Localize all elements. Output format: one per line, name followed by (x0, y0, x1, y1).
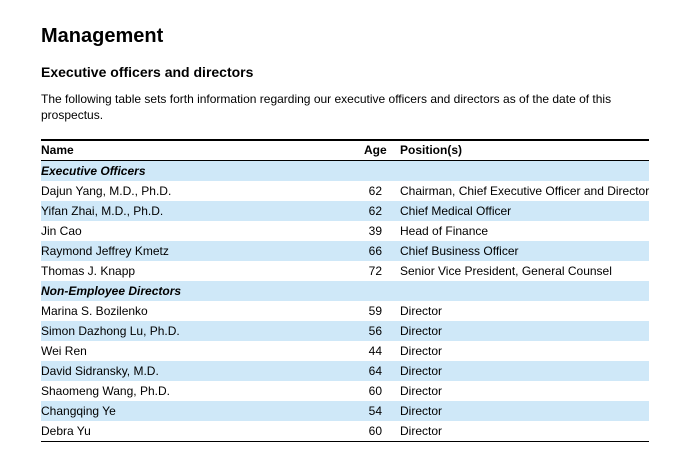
name-cell: Dajun Yang, M.D., Ph.D. (41, 184, 172, 198)
name-cell: Raymond Jeffrey Kmetz (41, 244, 169, 258)
position-cell: Director (400, 404, 443, 418)
table-row: Changqing Ye 54 Director (41, 401, 649, 421)
name-cell: Marina S. Bozilenko (41, 304, 148, 318)
name-cell: Yifan Zhai, M.D., Ph.D. (41, 204, 164, 218)
position-cell: Head of Finance (400, 224, 489, 238)
table-row: Jin Cao 39 Head of Finance (41, 221, 649, 241)
column-header-position: Position(s) (400, 143, 462, 157)
section-row: Executive Officers (41, 161, 649, 181)
position-cell: Senior Vice President, General Counsel (400, 264, 612, 278)
age-cell: 60 (368, 424, 382, 438)
table-row: Dajun Yang, M.D., Ph.D. 62 Chairman, Chi… (41, 181, 649, 201)
page-title: Management (41, 25, 164, 47)
name-cell: Jin Cao (41, 224, 82, 238)
section-label: Non-Employee Directors (41, 284, 182, 298)
table-row: Debra Yu 60 Director (41, 421, 649, 441)
name-cell: Wei Ren (41, 344, 87, 358)
age-cell: 72 (368, 264, 382, 278)
name-cell: David Sidransky, M.D. (41, 364, 159, 378)
position-cell: Director (400, 364, 443, 378)
section-label: Executive Officers (41, 164, 146, 178)
table-header-row: Name Age Position(s) (41, 141, 649, 161)
intro-paragraph: The following table sets forth informati… (41, 92, 612, 122)
age-cell: 56 (368, 324, 382, 338)
position-cell: Chief Business Officer (400, 244, 519, 258)
age-cell: 39 (368, 224, 382, 238)
section-title: Executive officers and directors (41, 64, 254, 80)
name-cell: Shaomeng Wang, Ph.D. (41, 384, 170, 398)
name-cell: Debra Yu (41, 424, 91, 438)
age-cell: 64 (368, 364, 382, 378)
column-header-name: Name (41, 143, 74, 157)
age-cell: 66 (368, 244, 382, 258)
table-row: Simon Dazhong Lu, Ph.D. 56 Director (41, 321, 649, 341)
position-cell: Chairman, Chief Executive Officer and Di… (400, 184, 650, 198)
section-row: Non-Employee Directors (41, 281, 649, 301)
position-cell: Director (400, 424, 443, 438)
position-cell: Director (400, 304, 443, 318)
position-cell: Chief Medical Officer (400, 204, 512, 218)
table-row: Marina S. Bozilenko 59 Director (41, 301, 649, 321)
name-cell: Thomas J. Knapp (41, 264, 136, 278)
table-row: Shaomeng Wang, Ph.D. 60 Director (41, 381, 649, 401)
table-row: Thomas J. Knapp 72 Senior Vice President… (41, 261, 649, 281)
position-cell: Director (400, 384, 443, 398)
management-table: Name Age Position(s) Executive Officers … (41, 139, 649, 442)
age-cell: 62 (368, 204, 382, 218)
age-cell: 54 (368, 404, 382, 418)
position-cell: Director (400, 344, 443, 358)
table-row: Yifan Zhai, M.D., Ph.D. 62 Chief Medical… (41, 201, 649, 221)
age-cell: 59 (368, 304, 382, 318)
table-row: Raymond Jeffrey Kmetz 66 Chief Business … (41, 241, 649, 261)
table-row: Wei Ren 44 Director (41, 341, 649, 361)
position-cell: Director (400, 324, 443, 338)
age-cell: 62 (368, 184, 382, 198)
name-cell: Changqing Ye (41, 404, 116, 418)
age-cell: 60 (368, 384, 382, 398)
table-row: David Sidransky, M.D. 64 Director (41, 361, 649, 381)
column-header-age: Age (364, 143, 387, 157)
age-cell: 44 (368, 344, 382, 358)
name-cell: Simon Dazhong Lu, Ph.D. (41, 324, 180, 338)
